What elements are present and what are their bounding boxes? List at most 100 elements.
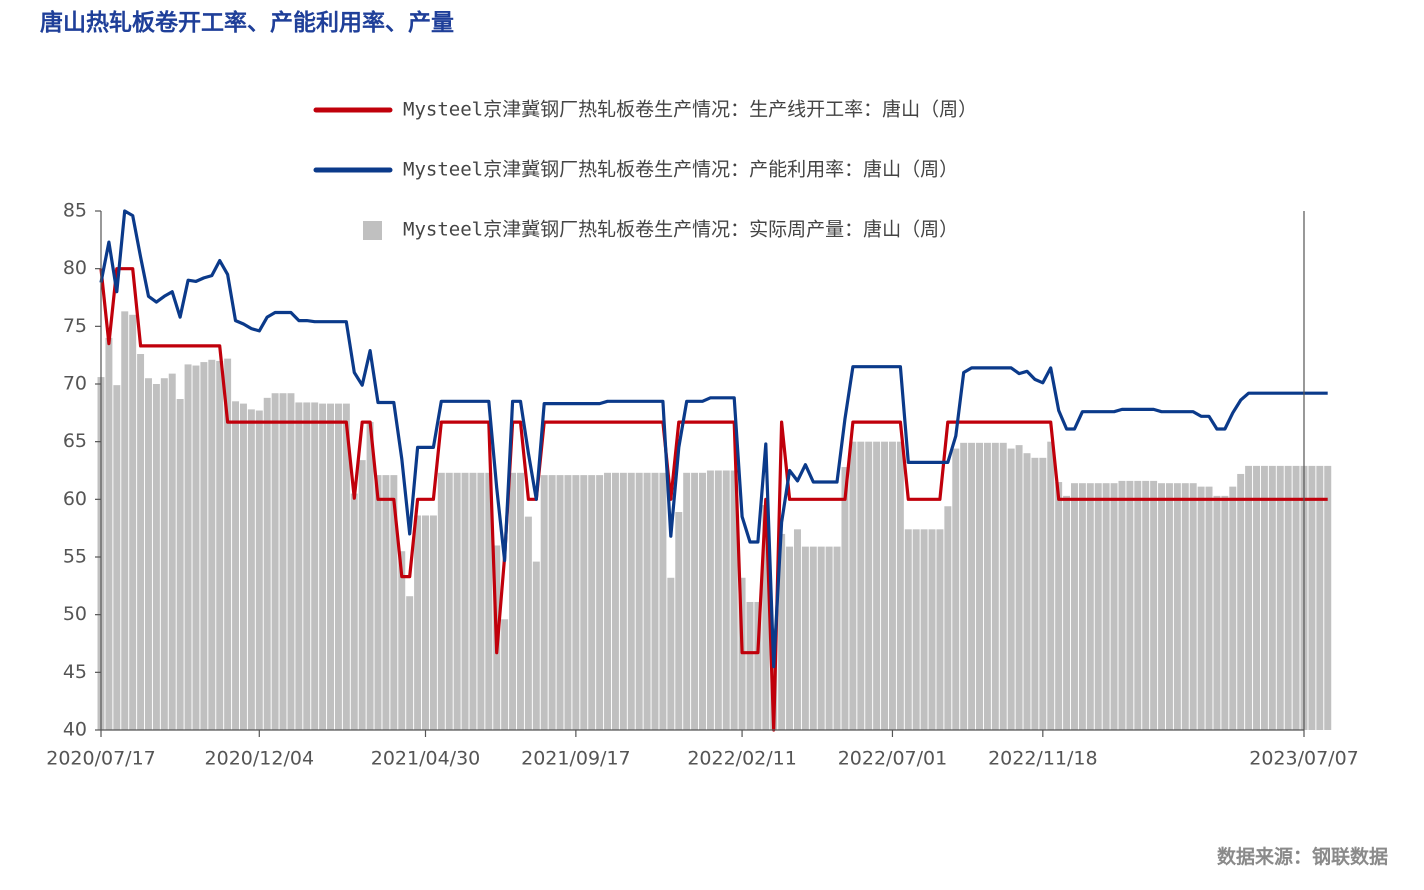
bar <box>1039 457 1047 730</box>
bar <box>263 397 271 730</box>
bar <box>730 470 738 730</box>
bar <box>200 362 208 730</box>
bar <box>390 475 398 730</box>
bar <box>445 472 453 730</box>
bar <box>1276 465 1284 730</box>
bar <box>920 529 928 730</box>
bar <box>1213 495 1221 730</box>
bar <box>1165 483 1173 730</box>
bar <box>556 475 564 730</box>
bar <box>1110 483 1118 730</box>
bar <box>319 403 327 730</box>
bar <box>1197 486 1205 730</box>
bar <box>192 365 200 730</box>
bar <box>1015 445 1023 730</box>
bar <box>817 546 825 730</box>
bar <box>532 561 540 730</box>
bar <box>398 551 406 730</box>
bar <box>1126 480 1134 730</box>
bar <box>968 442 976 730</box>
bar <box>643 472 651 730</box>
bar <box>651 472 659 730</box>
bar <box>485 472 493 730</box>
bar <box>619 472 627 730</box>
y-tick-label: 75 <box>63 315 87 337</box>
x-tick-label: 2022/11/18 <box>988 748 1098 770</box>
bar <box>224 358 232 730</box>
bar <box>699 472 706 730</box>
bar <box>501 619 509 730</box>
bar <box>232 401 240 730</box>
bar <box>611 472 619 730</box>
bar <box>1221 495 1229 730</box>
y-tick-label: 65 <box>63 430 87 452</box>
bar <box>1229 486 1237 730</box>
bar <box>129 314 137 730</box>
bar <box>311 402 319 730</box>
bar <box>675 512 683 730</box>
bar <box>1237 473 1245 730</box>
bar <box>1070 483 1078 730</box>
bar <box>691 472 699 730</box>
bar <box>991 442 999 730</box>
bar <box>999 442 1007 730</box>
bar <box>896 441 904 730</box>
bar <box>888 441 896 730</box>
bar <box>722 470 730 730</box>
bar <box>944 506 952 730</box>
line <box>99 209 1328 669</box>
bar <box>1253 465 1260 730</box>
y-tick-label: 70 <box>63 373 87 395</box>
bar <box>524 516 532 730</box>
bar <box>1292 465 1300 730</box>
bar <box>786 546 794 730</box>
bar <box>509 472 517 730</box>
bar <box>604 472 612 730</box>
bar <box>287 393 295 730</box>
y-tick-label: 55 <box>63 546 87 568</box>
bar <box>849 441 857 730</box>
x-tick-label: 2023/07/07 <box>1249 748 1359 770</box>
x-tick-label: 2021/09/17 <box>521 748 631 770</box>
bar <box>1260 465 1268 730</box>
source-note: 数据来源：钢联数据 <box>1217 845 1388 868</box>
bar <box>295 402 303 730</box>
bar <box>255 410 263 730</box>
legend-swatch <box>363 221 382 240</box>
y-tick-label: 50 <box>63 603 87 625</box>
legend-label: Mysteel京津冀钢厂热轧板卷生产情况：生产线开工率：唐山（周） <box>403 99 977 121</box>
bar <box>746 601 754 730</box>
bar <box>176 398 184 730</box>
bar <box>1063 495 1071 730</box>
bar <box>801 546 809 730</box>
bar <box>247 409 255 730</box>
bar <box>327 403 335 730</box>
bar <box>437 472 445 730</box>
bar <box>453 472 461 730</box>
bar <box>422 515 429 730</box>
bar <box>1324 465 1332 730</box>
bar <box>627 472 635 730</box>
legend-label: Mysteel京津冀钢厂热轧板卷生产情况：实际周产量：唐山（周） <box>403 219 958 241</box>
bar <box>714 470 722 730</box>
bar <box>1118 480 1126 730</box>
bar <box>429 515 437 730</box>
bar <box>865 441 873 730</box>
bar <box>1158 483 1166 730</box>
bar <box>303 402 311 730</box>
bar <box>572 475 580 730</box>
bar <box>1031 457 1039 730</box>
bar <box>1189 483 1197 730</box>
bar <box>809 546 817 730</box>
bar <box>414 515 422 730</box>
bar <box>952 448 960 730</box>
bar <box>105 337 113 730</box>
bar <box>659 472 667 730</box>
bar <box>1134 480 1142 730</box>
bar <box>374 475 382 730</box>
bar <box>1007 448 1015 730</box>
bar <box>754 601 762 730</box>
y-tick-label: 60 <box>63 488 87 510</box>
bar <box>778 533 786 730</box>
